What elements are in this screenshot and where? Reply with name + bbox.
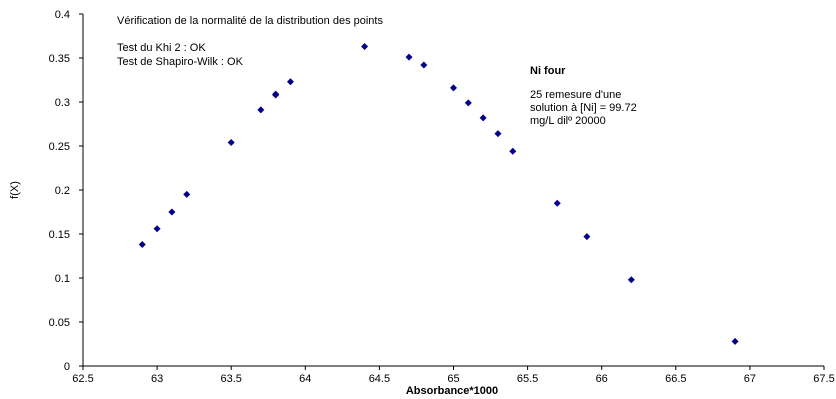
data-point: [272, 91, 280, 99]
y-tick-label: 0: [64, 361, 70, 373]
data-point: [286, 78, 294, 86]
y-tick-label: 0.4: [55, 9, 70, 21]
y-tick-label: 0.1: [55, 273, 70, 285]
annotation-shapiro-wilk: Test de Shapiro-Wilk : OK: [117, 56, 244, 68]
x-ticks: 62.5 63 63.5 64 64.5 65 65.5 66 66.5 67 67.5: [72, 366, 835, 385]
sample-line-1: 25 remesure d'une: [530, 89, 621, 101]
sample-line-2: solution à [Ni] = 99.72: [530, 102, 637, 114]
data-point: [405, 53, 413, 61]
data-point: [583, 233, 591, 241]
x-tick-label: 64.5: [369, 373, 390, 385]
data-point: [479, 114, 487, 122]
x-tick-label: 63: [151, 373, 163, 385]
annotation-khi2: Test du Khi 2 : OK: [117, 42, 206, 54]
data-point: [153, 225, 161, 233]
data-point: [450, 84, 457, 92]
data-point: [731, 337, 739, 345]
y-axis-title: f(X): [9, 181, 21, 199]
y-tick-label: 0.35: [49, 53, 70, 65]
x-tick-label: 66.5: [665, 373, 686, 385]
x-tick-label: 65: [447, 373, 459, 385]
data-point: [257, 106, 265, 114]
data-point: [509, 147, 517, 155]
data-point: [227, 138, 235, 146]
y-tick-label: 0.3: [55, 97, 70, 109]
data-point: [464, 99, 472, 107]
sample-line-3: mg/L dilº 20000: [530, 115, 606, 127]
x-tick-label: 67: [744, 373, 756, 385]
data-point: [494, 130, 502, 138]
x-tick-label: 64: [299, 373, 311, 385]
x-axis-title: Absorbance*1000: [406, 385, 498, 397]
data-point: [361, 43, 369, 51]
data-point: [183, 190, 191, 198]
x-tick-label: 62.5: [72, 373, 93, 385]
data-point: [627, 276, 635, 284]
y-tick-label: 0.25: [49, 141, 70, 153]
data-point: [138, 241, 146, 249]
chart-heading: Vérification de la normalité de la distr…: [117, 15, 383, 27]
data-points: [138, 43, 739, 345]
data-point: [553, 199, 561, 207]
x-tick-label: 66: [596, 373, 608, 385]
y-tick-label: 0.05: [49, 317, 70, 329]
x-tick-label: 65.5: [517, 373, 538, 385]
x-tick-label: 63.5: [220, 373, 241, 385]
y-tick-label: 0.15: [49, 229, 70, 241]
data-point: [420, 61, 428, 69]
x-tick-label: 67.5: [813, 373, 834, 385]
y-tick-label: 0.2: [55, 185, 70, 197]
sample-title: Ni four: [530, 65, 566, 77]
data-point: [168, 208, 176, 216]
y-ticks: 0 0.05 0.1 0.15 0.2 0.25 0.3 0.35 0.4: [49, 9, 83, 373]
